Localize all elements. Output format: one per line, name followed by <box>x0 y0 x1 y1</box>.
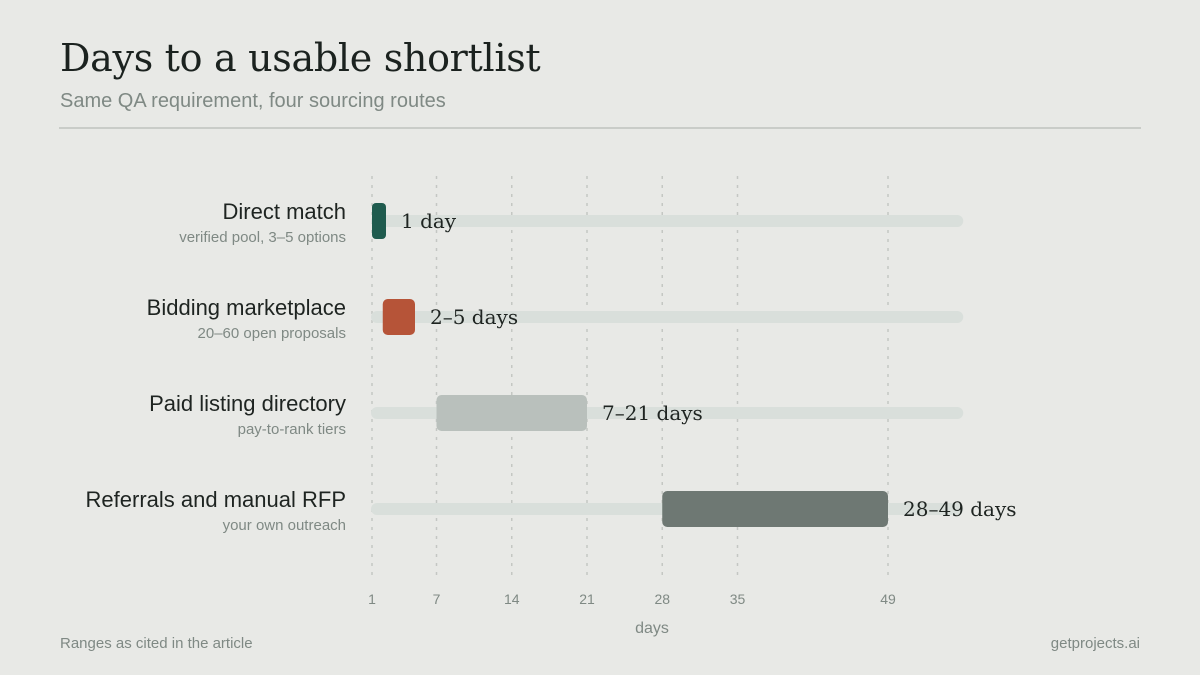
x-axis-label: days <box>635 620 669 637</box>
footer-note: Ranges as cited in the article <box>60 635 253 652</box>
category-sublabel: verified pool, 3–5 options <box>179 229 346 246</box>
category-sublabel: 20–60 open proposals <box>198 325 346 342</box>
tick-label: 28 <box>654 591 670 607</box>
category-label: Referrals and manual RFP <box>86 487 346 512</box>
tick-label: 1 <box>368 591 376 607</box>
value-label: 1 day <box>401 209 457 233</box>
category-sublabel: pay-to-rank tiers <box>238 421 346 438</box>
category-label: Bidding marketplace <box>147 295 346 320</box>
tick-label: 7 <box>433 591 441 607</box>
bar-4 <box>662 491 888 527</box>
category-label: Paid listing directory <box>149 391 346 416</box>
tick-label: 14 <box>504 591 520 607</box>
chart-title: Days to a usable shortlist <box>60 36 541 80</box>
category-label: Direct match <box>223 199 346 224</box>
bar-3 <box>436 395 587 431</box>
bar-2 <box>382 299 415 335</box>
value-label: 28–49 days <box>903 497 1017 521</box>
header-divider <box>59 127 1141 129</box>
footer-source: getprojects.ai <box>1050 635 1140 652</box>
tick-label: 21 <box>579 591 595 607</box>
chart-subtitle: Same QA requirement, four sourcing route… <box>60 90 446 112</box>
bar-1 <box>372 203 386 239</box>
category-sublabel: your own outreach <box>223 517 346 534</box>
bar-track <box>371 215 964 227</box>
tick-label: 35 <box>730 591 746 607</box>
value-label: 7–21 days <box>602 401 703 425</box>
value-label: 2–5 days <box>430 305 518 329</box>
tick-label: 49 <box>880 591 896 607</box>
bar-track <box>371 311 964 323</box>
